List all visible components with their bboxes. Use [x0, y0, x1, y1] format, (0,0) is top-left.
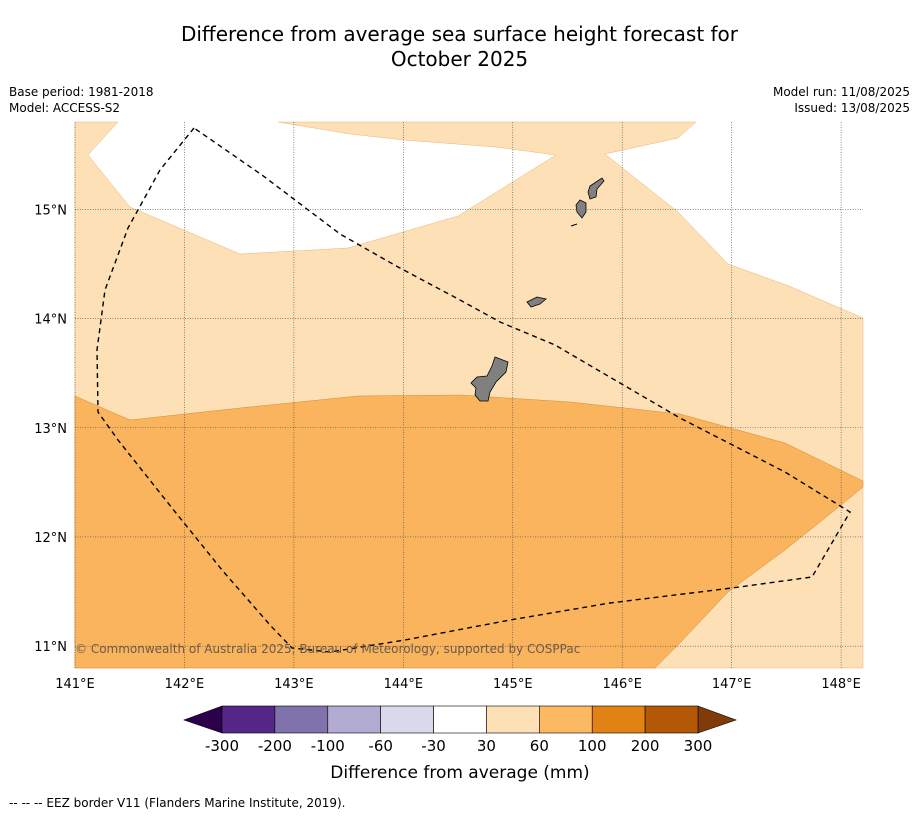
lat-tick-label: 13°N [34, 422, 67, 437]
island-saipan [587, 177, 605, 200]
lon-tick-label: 143°E [274, 677, 314, 692]
colorbar-box [644, 705, 699, 734]
island-tinian [575, 199, 587, 219]
model-run: Model run: 11/08/2025 [772, 85, 910, 99]
colorbar-box [221, 705, 276, 734]
meta-right: Model run: 11/08/2025 Issued: 13/08/2025 [773, 84, 910, 116]
colorbar-boxes [221, 705, 699, 734]
lat-tick-label: 12°N [34, 531, 67, 546]
meta-left: Base period: 1981-2018 Model: ACCESS-S2 [9, 84, 154, 116]
lon-tick-label: 144°E [384, 677, 424, 692]
lon-tick-label: 148°E [821, 677, 861, 692]
colorbar-tick-label: -60 [368, 737, 393, 755]
colorbar-title: Difference from average (mm) [330, 763, 589, 783]
islands [470, 177, 605, 402]
colorbar-tick-label: 60 [530, 737, 549, 755]
eez-legend-note: -- -- -- EEZ border V11 (Flanders Marine… [9, 796, 346, 810]
island-guam [470, 356, 509, 402]
colorbar-box [591, 705, 646, 734]
colorbar-box [433, 705, 487, 734]
title-line-2: October 2025 [390, 47, 529, 71]
eez-border [96, 127, 851, 653]
colorbar-tick-label: 30 [477, 737, 496, 755]
map-panel: © Commonwealth of Australia 2025, Bureau… [34, 121, 864, 692]
colorbar-extend-low [183, 705, 223, 734]
colorbar-box [274, 705, 329, 734]
lon-tick-label: 141°E [55, 677, 95, 692]
colorbar-extend-high [697, 705, 737, 734]
colorbar-tick-label: -300 [205, 737, 239, 755]
latitude-labels: 11°N 12°N 13°N 14°N 15°N [34, 203, 67, 655]
map-title: Difference from average sea surface heig… [0, 22, 919, 72]
colorbar-tick-label: 100 [578, 737, 607, 755]
colorbar-tick-label: 200 [631, 737, 660, 755]
island-aguijan [570, 223, 578, 227]
colorbar-box [539, 705, 593, 734]
lat-tick-label: 14°N [34, 313, 67, 328]
map-grid [74, 122, 863, 668]
colorbar-box [486, 705, 540, 734]
lon-tick-label: 146°E [602, 677, 642, 692]
anomaly-band-60-100 [74, 394, 864, 669]
lon-tick-label: 145°E [493, 677, 533, 692]
lat-tick-label: 15°N [34, 203, 67, 218]
issued-date: Issued: 13/08/2025 [794, 101, 910, 115]
colorbar-box [380, 705, 434, 734]
colorbar-tick-label: -30 [421, 737, 446, 755]
island-rota [526, 296, 547, 308]
lon-tick-label: 142°E [165, 677, 205, 692]
colorbar: -300 -200 -100 -60 -30 30 60 100 200 300 Differen… [183, 705, 737, 783]
copyright-text: © Commonwealth of Australia 2025, Bureau… [75, 642, 580, 656]
colorbar-tick-labels: -300 -200 -100 -60 -30 30 60 100 200 300 [205, 737, 712, 755]
colorbar-tick-label: -200 [258, 737, 292, 755]
lon-tick-label: 147°E [712, 677, 752, 692]
longitude-labels: 141°E 142°E 143°E 144°E 145°E 146°E 147°E 148°E [55, 677, 861, 692]
colorbar-tick-label: 300 [684, 737, 713, 755]
colorbar-box [327, 705, 381, 734]
model-name: Model: ACCESS-S2 [9, 101, 121, 115]
lat-tick-label: 11°N [34, 640, 67, 655]
title-line-1: Difference from average sea surface heig… [180, 22, 739, 46]
base-period: Base period: 1981-2018 [9, 85, 154, 99]
colorbar-tick-label: -100 [311, 737, 345, 755]
